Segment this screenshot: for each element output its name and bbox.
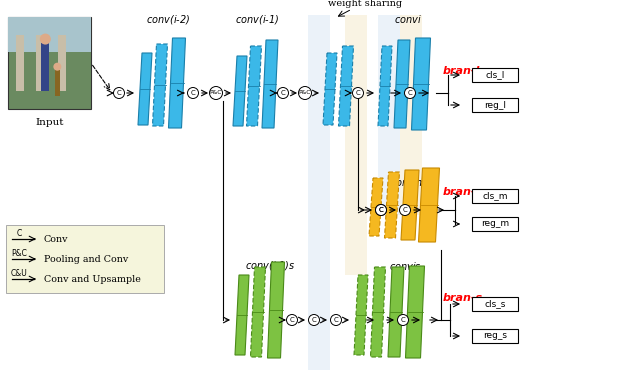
Polygon shape <box>369 178 383 236</box>
Text: conv$i$s: conv$i$s <box>388 260 421 272</box>
Bar <box>8 17 91 109</box>
Text: bran-l: bran-l <box>443 66 481 76</box>
FancyBboxPatch shape <box>472 68 518 82</box>
Bar <box>8 17 91 52</box>
Circle shape <box>404 88 415 98</box>
Text: reg_s: reg_s <box>483 332 507 340</box>
Polygon shape <box>339 46 353 126</box>
Text: C: C <box>403 207 408 213</box>
Text: cls_m: cls_m <box>483 191 508 200</box>
Bar <box>308 15 330 370</box>
Text: C: C <box>379 207 383 213</box>
Polygon shape <box>152 44 168 126</box>
Polygon shape <box>388 267 404 357</box>
Text: C: C <box>116 90 122 96</box>
Polygon shape <box>250 267 266 357</box>
Polygon shape <box>378 46 392 126</box>
Polygon shape <box>246 46 262 126</box>
Text: Input: Input <box>35 118 64 127</box>
Polygon shape <box>168 38 186 128</box>
Bar <box>58 36 66 91</box>
Circle shape <box>53 63 61 71</box>
Circle shape <box>399 205 410 215</box>
Text: reg_m: reg_m <box>481 220 509 229</box>
Bar <box>6 225 164 293</box>
Circle shape <box>113 88 125 98</box>
Text: Pooling and Conv: Pooling and Conv <box>44 254 128 264</box>
Circle shape <box>330 315 342 325</box>
Text: weight sharing: weight sharing <box>328 0 402 8</box>
Bar <box>378 15 400 215</box>
Polygon shape <box>406 266 424 358</box>
Circle shape <box>287 315 298 325</box>
Text: C: C <box>401 317 405 323</box>
Text: P&C: P&C <box>210 90 222 95</box>
Polygon shape <box>412 38 431 130</box>
Polygon shape <box>401 170 419 240</box>
Text: C: C <box>379 207 383 213</box>
Polygon shape <box>419 168 440 242</box>
Text: C: C <box>333 317 339 323</box>
FancyBboxPatch shape <box>472 217 518 231</box>
Text: Conv and Upsample: Conv and Upsample <box>44 274 141 283</box>
FancyBboxPatch shape <box>472 189 518 203</box>
Text: C: C <box>356 90 360 96</box>
FancyBboxPatch shape <box>472 98 518 112</box>
Text: cls_s: cls_s <box>484 300 506 308</box>
Text: conv($i$-1): conv($i$-1) <box>235 13 279 26</box>
Text: C: C <box>312 317 316 323</box>
Text: conv($i$-2): conv($i$-2) <box>146 13 190 26</box>
Text: C: C <box>191 90 195 96</box>
Text: conv$i$: conv$i$ <box>394 13 422 25</box>
Polygon shape <box>371 267 385 357</box>
Text: Conv: Conv <box>44 235 68 244</box>
Text: C: C <box>17 229 22 238</box>
Text: cls_l: cls_l <box>485 71 505 80</box>
Text: P&C: P&C <box>299 90 311 95</box>
Circle shape <box>188 88 198 98</box>
Circle shape <box>209 86 223 100</box>
FancyBboxPatch shape <box>472 297 518 311</box>
Text: C: C <box>290 317 294 323</box>
Text: reg_l: reg_l <box>484 100 506 110</box>
Polygon shape <box>394 40 410 128</box>
Circle shape <box>376 205 387 215</box>
Text: C: C <box>408 90 412 96</box>
Circle shape <box>397 315 408 325</box>
Circle shape <box>308 315 319 325</box>
Circle shape <box>353 88 364 98</box>
Circle shape <box>40 34 51 44</box>
Circle shape <box>278 88 289 98</box>
Polygon shape <box>268 262 285 358</box>
Polygon shape <box>354 275 368 355</box>
Polygon shape <box>385 172 399 238</box>
Text: C: C <box>280 90 285 96</box>
Text: conv$i$m: conv$i$m <box>390 176 426 188</box>
Polygon shape <box>138 53 152 125</box>
Text: C&U: C&U <box>11 269 28 278</box>
Bar <box>345 15 367 275</box>
Text: bran-s: bran-s <box>443 293 483 303</box>
Text: bran-m: bran-m <box>443 187 488 197</box>
Polygon shape <box>262 40 278 128</box>
Circle shape <box>298 86 312 100</box>
Circle shape <box>376 205 387 215</box>
Bar <box>55 70 60 96</box>
Polygon shape <box>235 275 249 355</box>
Bar <box>42 43 49 91</box>
Bar <box>36 36 44 91</box>
Text: P&C: P&C <box>11 249 27 258</box>
Polygon shape <box>233 56 247 126</box>
Bar <box>16 36 24 91</box>
Text: conv($i$-1)s: conv($i$-1)s <box>245 259 295 272</box>
Polygon shape <box>323 53 337 125</box>
Bar <box>400 15 422 215</box>
FancyBboxPatch shape <box>472 329 518 343</box>
